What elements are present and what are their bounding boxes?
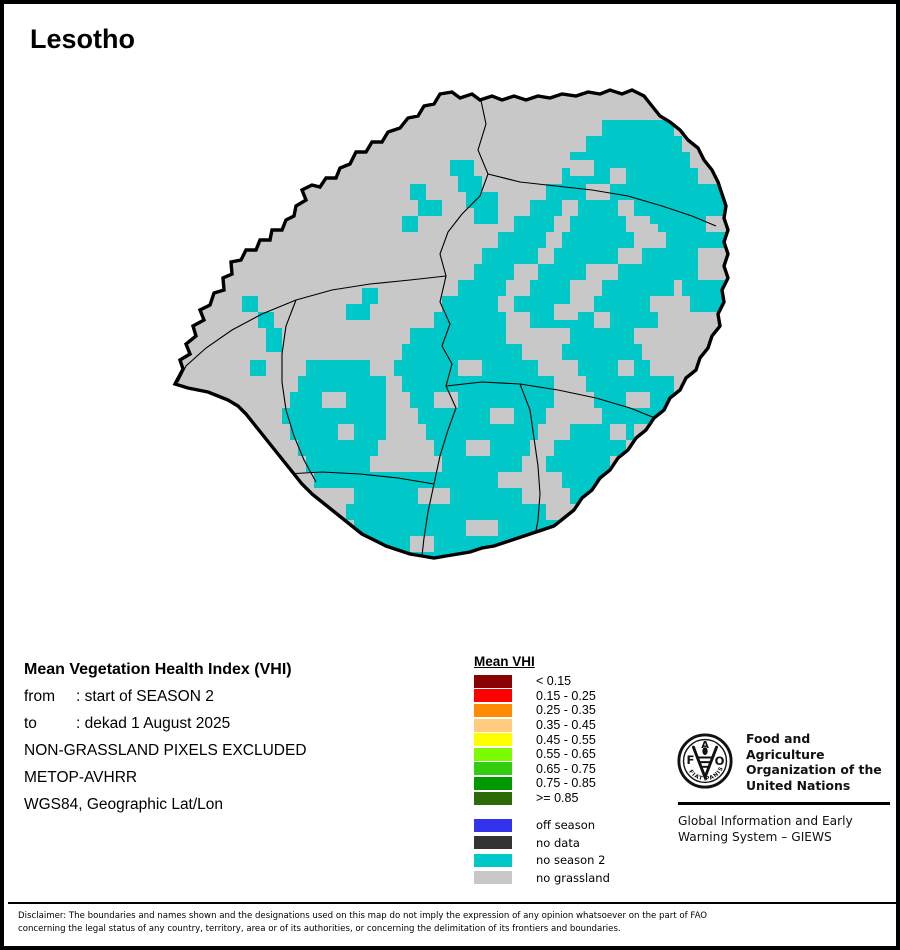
legend-label: 0.55 - 0.65 [536, 747, 596, 762]
legend-label: 0.65 - 0.75 [536, 761, 596, 776]
fao-emblem-icon: F A O FIAT PANIS [677, 733, 733, 789]
legend-label: 0.45 - 0.55 [536, 732, 596, 747]
legend-swatch [474, 871, 512, 885]
legend-swatch [474, 818, 512, 832]
legend-label: off season [536, 818, 596, 833]
legend-label: no grassland [536, 870, 610, 885]
legend-label: 0.25 - 0.35 [536, 703, 596, 718]
legend-swatch [474, 762, 512, 776]
legend-label: < 0.15 [536, 674, 572, 689]
legend-label: 0.35 - 0.45 [536, 718, 596, 733]
legend-row[interactable]: 0.15 - 0.25 [472, 689, 672, 704]
legend-row[interactable]: 0.75 - 0.85 [472, 776, 672, 791]
legend-row[interactable]: 0.35 - 0.45 [472, 718, 672, 733]
legend-swatch [474, 836, 512, 850]
fao-name-line3: United Nations [746, 777, 851, 793]
legend-special-list: off season no data no season 2 no grassl… [472, 816, 672, 886]
legend-row-special[interactable]: no data [472, 834, 672, 852]
fao-name-line1: Food and Agriculture [746, 731, 825, 762]
legend-label: 0.15 - 0.25 [536, 688, 596, 703]
district-boundaries [177, 95, 717, 557]
fao-name-block: Food and Agriculture Organization of the… [746, 731, 892, 793]
fao-letter-o: O [715, 754, 725, 768]
fao-divider [678, 802, 890, 805]
legend-swatch [474, 791, 512, 805]
legend-swatch [474, 733, 512, 747]
fao-letter-f: F [687, 753, 695, 767]
giews-line1: Global Information and Early [678, 814, 853, 828]
legend-swatch [474, 747, 512, 761]
fao-name-line2: Organization of the [746, 762, 882, 777]
legend-row[interactable]: 0.65 - 0.75 [472, 762, 672, 777]
legend-row-special[interactable]: no grassland [472, 869, 672, 887]
info-from-label: from [24, 688, 55, 705]
info-note: NON-GRASSLAND PIXELS EXCLUDED [24, 742, 307, 759]
legend-row[interactable]: 0.55 - 0.65 [472, 747, 672, 762]
legend-row[interactable]: < 0.15 [472, 674, 672, 689]
legend-label: no season 2 [536, 853, 606, 868]
legend-swatch [474, 776, 512, 790]
legend-swatch [474, 718, 512, 732]
legend-class-list: < 0.15 0.15 - 0.25 0.25 - 0.35 0.35 - 0.… [472, 674, 672, 805]
disclaimer-divider [8, 902, 896, 904]
info-to-row: to : dekad 1 August 2025 [24, 710, 454, 737]
legend-label: 0.75 - 0.85 [536, 776, 596, 791]
giews-line2: Warning System – GIEWS [678, 830, 832, 844]
fao-letter-a: A [701, 740, 709, 751]
info-to-label: to [24, 715, 37, 732]
fao-logo-row: F A O FIAT PANIS Food and Agriculture Or… [676, 731, 892, 793]
disclaimer-line1: Disclaimer: The boundaries and names sho… [18, 911, 708, 921]
info-from-row: from : start of SEASON 2 [24, 683, 454, 710]
legend-swatch [474, 689, 512, 703]
legend-label: >= 0.85 [536, 791, 579, 806]
legend-label: no data [536, 835, 580, 850]
giews-block: Global Information and Early Warning Sys… [678, 813, 892, 845]
legend-row[interactable]: 0.45 - 0.55 [472, 732, 672, 747]
info-sensor: METOP-AVHRR [24, 769, 138, 786]
info-projection: WGS84, Geographic Lat/Lon [24, 796, 224, 813]
legend-row-special[interactable]: off season [472, 816, 672, 834]
info-from-value: : start of SEASON 2 [76, 688, 214, 705]
page-title: Lesotho [30, 24, 135, 54]
info-to-value: : dekad 1 August 2025 [76, 715, 231, 732]
map-canvas[interactable] [10, 64, 896, 644]
map-info-block: Mean Vegetation Health Index (VHI) from:… [24, 656, 454, 818]
legend-row[interactable]: >= 0.85 [472, 791, 672, 806]
lesotho-map-svg[interactable] [10, 64, 896, 644]
legend-row-special[interactable]: no season 2 [472, 852, 672, 870]
disclaimer-line2: concerning the legal status of any count… [18, 924, 621, 934]
info-title: Mean Vegetation Health Index (VHI) [24, 661, 292, 678]
disclaimer: Disclaimer: The boundaries and names sho… [18, 910, 888, 936]
legend-row[interactable]: 0.25 - 0.35 [472, 703, 672, 718]
legend: Mean VHI < 0.15 0.15 - 0.25 0.25 - 0.35 … [472, 654, 672, 887]
map-raster-body [175, 90, 728, 558]
legend-swatch [474, 674, 512, 688]
legend-title: Mean VHI [474, 654, 535, 669]
legend-swatch [474, 853, 512, 867]
legend-swatch [474, 703, 512, 717]
fao-branding: F A O FIAT PANIS Food and Agriculture Or… [676, 731, 892, 845]
